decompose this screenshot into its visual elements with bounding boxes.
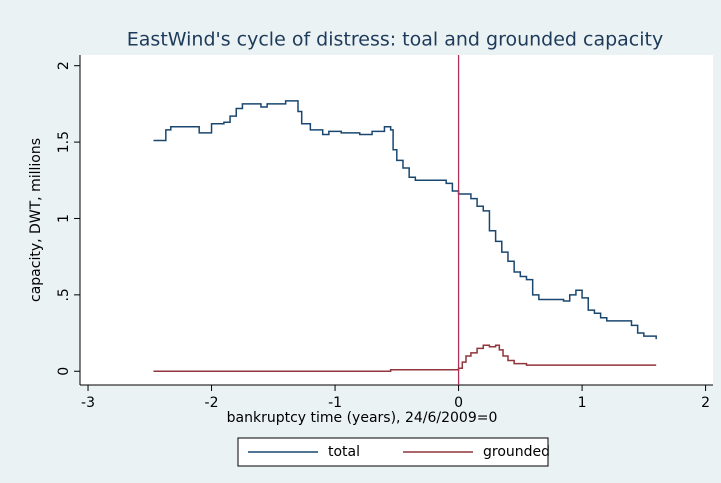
x-tick-label: -1 (328, 395, 342, 411)
plot-area (80, 55, 713, 385)
series-line (153, 344, 657, 372)
x-tick-label: 0 (454, 395, 463, 411)
x-tick-label: -3 (81, 395, 95, 411)
y-tick-label: 1.5 (56, 131, 72, 153)
legend-label: grounded (483, 444, 550, 460)
series-line (153, 100, 657, 340)
y-tick-label: 0 (56, 367, 72, 376)
y-tick-label: 2 (56, 61, 72, 70)
y-axis-title: capacity, DWT, millions (28, 138, 44, 302)
y-tick-label: 1 (56, 214, 72, 223)
x-tick-label: 1 (578, 395, 587, 411)
x-tick-label: -2 (205, 395, 219, 411)
y-tick-label: .5 (56, 288, 72, 301)
chart-title: EastWind's cycle of distress: toal and g… (127, 29, 663, 51)
legend-label: total (328, 444, 360, 460)
x-tick-label: 2 (701, 395, 710, 411)
x-axis-title: bankruptcy time (years), 24/6/2009=0 (227, 410, 498, 426)
